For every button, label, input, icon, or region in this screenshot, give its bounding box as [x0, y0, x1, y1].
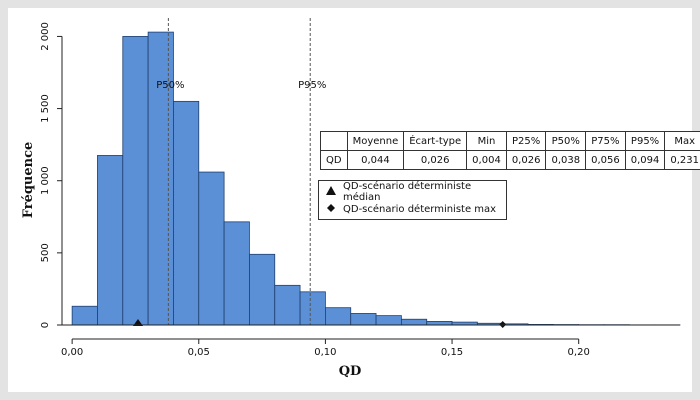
stats-header-cell: Moyenne	[346, 131, 405, 151]
legend-item-median: QD-scénario déterministe médian	[325, 181, 506, 203]
x-tick-label: 0,00	[61, 347, 83, 358]
histogram-bar	[400, 318, 428, 326]
stats-cell: 0,038	[545, 150, 587, 170]
histogram-bar	[198, 171, 225, 326]
y-tick-label: 0	[40, 322, 51, 328]
statistics-table: Moyenne Écart-type Min P25% P50% P75% P9…	[320, 131, 700, 170]
histogram-bar	[299, 291, 326, 326]
y-axis-title: Fréquence	[21, 142, 36, 219]
x-tick-label: 0,10	[314, 347, 336, 358]
legend-item-max: QD-scénario déterministe max	[325, 202, 496, 216]
stats-cell: 0,044	[346, 150, 405, 170]
legend-label: QD-scénario déterministe médian	[343, 181, 472, 203]
stats-header-cell: P95%	[624, 131, 666, 151]
histogram-bar	[426, 320, 453, 326]
stats-cell: QD	[320, 150, 348, 170]
stats-header-cell: P75%	[585, 131, 626, 151]
chart-legend: QD-scénario déterministe médian QD-scéna…	[318, 180, 507, 220]
y-tick-label: 500	[40, 243, 51, 262]
x-axis-title: QD	[339, 364, 362, 379]
histogram-bar	[325, 307, 352, 326]
stats-cell: 0,056	[585, 150, 626, 170]
histogram-bar	[71, 305, 98, 326]
y-tick-label: 2 000	[40, 22, 51, 51]
histogram-bar	[173, 100, 200, 326]
triangle-marker-icon	[325, 185, 337, 200]
reference-line-label: P50%	[156, 80, 184, 91]
stats-data-row: QD 0,044 0,026 0,004 0,026 0,038 0,056 0…	[320, 150, 700, 170]
histogram-bar	[274, 284, 301, 326]
histogram-bar	[249, 253, 276, 326]
stats-header-row: Moyenne Écart-type Min P25% P50% P75% P9…	[320, 131, 700, 151]
stats-header-cell	[320, 131, 348, 151]
stats-header-cell: Min	[466, 131, 507, 151]
diamond-marker-icon	[325, 202, 337, 217]
legend-label: QD-scénario déterministe max	[343, 203, 497, 215]
histogram-bar	[223, 221, 250, 326]
x-tick-label: 0,05	[188, 347, 210, 358]
x-tick-label: 0,20	[568, 347, 590, 358]
y-tick-label: 1 500	[40, 94, 51, 123]
stats-cell: 0,026	[403, 150, 468, 170]
stats-header-cell: P25%	[505, 131, 547, 151]
reference-line-label: P95%	[298, 80, 326, 91]
stats-cell: 0,231	[664, 150, 700, 170]
histogram-bar	[375, 315, 402, 326]
histogram-bar	[350, 313, 377, 326]
stats-cell: 0,026	[505, 150, 547, 170]
stats-header-cell: P50%	[545, 131, 587, 151]
x-tick-label: 0,15	[441, 347, 463, 358]
stats-cell: 0,094	[624, 150, 666, 170]
stats-cell: 0,004	[466, 150, 507, 170]
histogram-bar	[97, 155, 124, 326]
y-tick-label: 1 000	[40, 166, 51, 195]
median-triangle-marker	[132, 319, 143, 326]
stats-header-cell: Écart-type	[403, 131, 468, 151]
histogram-bar	[147, 31, 174, 326]
stats-header-cell: Max	[664, 131, 700, 151]
histogram-bar	[122, 36, 149, 326]
